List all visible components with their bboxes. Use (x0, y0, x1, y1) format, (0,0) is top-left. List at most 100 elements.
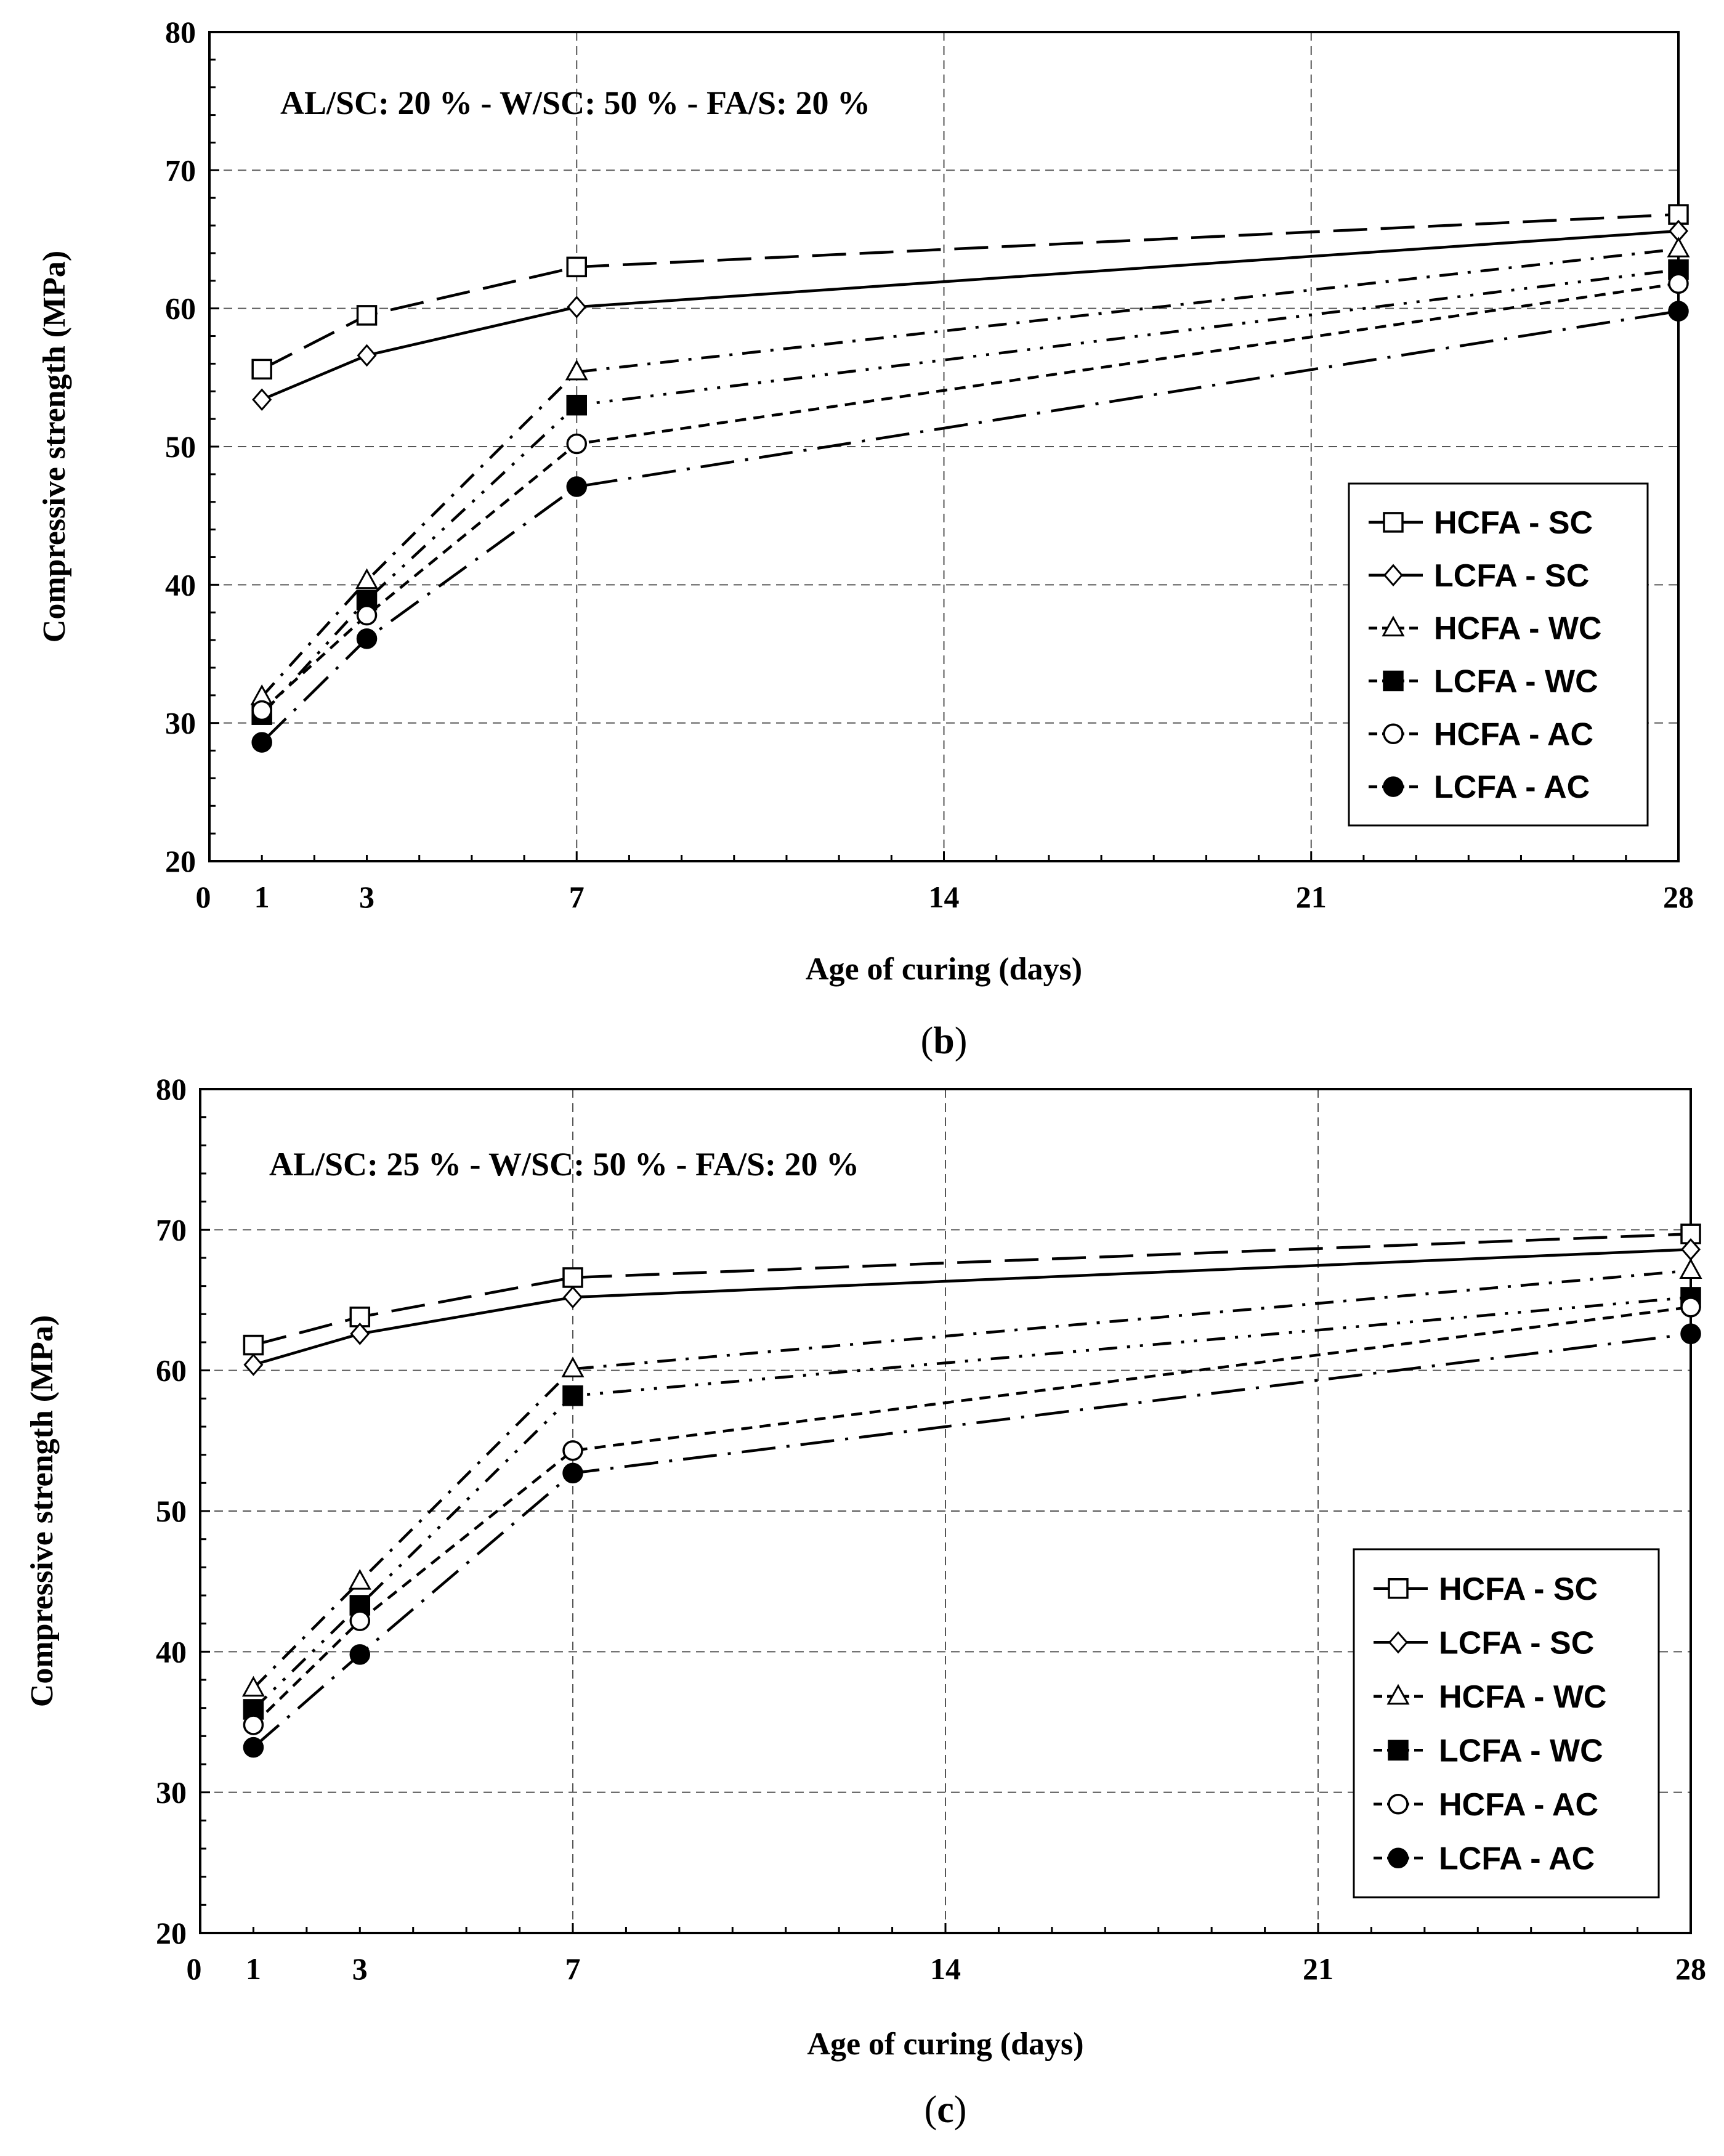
data-point (1668, 273, 1689, 294)
data-point (252, 388, 272, 411)
data-point (562, 1440, 583, 1461)
legend-marker (1383, 723, 1404, 744)
legend-box (1348, 482, 1649, 827)
legend-marker (1383, 670, 1404, 692)
data-point (251, 359, 272, 380)
series-lcfa-ac (251, 301, 1689, 753)
data-point (348, 1569, 371, 1590)
x-tick-label: 0 (187, 1951, 202, 1986)
legend-marker (1383, 776, 1404, 797)
data-point (356, 305, 378, 326)
x-tick-label: 14 (929, 880, 960, 914)
legend-marker (1388, 1794, 1409, 1815)
legend-label: HCFA - WC (1434, 611, 1601, 647)
data-point (356, 628, 378, 649)
legend-marker (1388, 1631, 1408, 1654)
legend-marker (1382, 615, 1405, 637)
x-tick-label: 3 (359, 880, 374, 914)
data-point (1667, 237, 1690, 257)
y-tick-label: 30 (156, 1775, 187, 1810)
series-hcfa-sc (251, 204, 1689, 380)
caption-paren-close: ) (955, 1020, 968, 1062)
y-tick-label: 30 (165, 706, 196, 740)
data-point (357, 344, 377, 367)
x-tick-label: 1 (246, 1951, 261, 1986)
panel-letter: c (937, 2089, 954, 2131)
data-point (243, 1737, 264, 1758)
panel-letter: b (933, 1020, 954, 1062)
panel-caption: (b) (921, 1020, 968, 1062)
series-line (261, 229, 1679, 401)
data-point (562, 1462, 583, 1484)
legend-label: LCFA - WC (1439, 1733, 1603, 1769)
data-point (1679, 1258, 1702, 1279)
data-point (566, 256, 587, 278)
x-tick-label: 3 (352, 1951, 368, 1986)
x-tick-label: 28 (1663, 880, 1694, 914)
data-point (241, 1676, 265, 1697)
legend: HCFA - SC LCFA - SC HCFA - WC LCFA - WC HCFA… (1348, 482, 1649, 827)
legend-marker (1388, 1578, 1409, 1599)
data-point (349, 1644, 371, 1665)
data-point (561, 1356, 585, 1377)
chart-annotation: AL/SC: 25 % - W/SC: 50 % - FA/S: 20 % (269, 1146, 859, 1183)
data-point (1668, 301, 1689, 322)
series-line (253, 1248, 1691, 1366)
series-line (261, 213, 1679, 371)
y-tick-label: 40 (165, 567, 196, 602)
y-tick-label: 20 (165, 844, 196, 878)
legend-label: LCFA - SC (1434, 558, 1589, 594)
legend-marker (1383, 512, 1404, 533)
x-tick-label: 0 (196, 880, 211, 914)
series-line (252, 1305, 1691, 1726)
y-tick-label: 50 (165, 429, 196, 464)
series-hcfa-ac (251, 273, 1689, 721)
y-tick-label: 70 (156, 1212, 187, 1247)
series-lcfa-sc (243, 1238, 1701, 1376)
y-tick-label: 70 (165, 153, 196, 187)
data-point (566, 433, 587, 455)
data-point (251, 732, 272, 753)
x-tick-label: 14 (930, 1951, 961, 1986)
series-hcfa-ac (243, 1297, 1701, 1735)
legend-label: LCFA - SC (1439, 1625, 1594, 1661)
data-point (566, 476, 587, 497)
caption-paren-open: ( (925, 2089, 937, 2131)
series-line (252, 1269, 1691, 1690)
y-tick-label: 60 (165, 291, 196, 326)
data-point (349, 1610, 371, 1631)
chart-panel-b: 20 30 40 50 60 70 80 0 1 3 7 14 21 28 Age of curing (d… (37, 15, 1694, 1062)
caption-paren-close: ) (954, 2089, 967, 2131)
data-point (562, 1385, 583, 1406)
x-tick-label: 28 (1675, 1951, 1706, 1986)
x-tick-label: 21 (1296, 880, 1327, 914)
y-tick-label: 80 (165, 15, 196, 49)
legend-label: LCFA - AC (1434, 769, 1590, 805)
chart-annotation: AL/SC: 20 % - W/SC: 50 % - FA/S: 20 % (280, 84, 870, 121)
x-tick-label: 21 (1303, 1951, 1333, 1986)
x-tick-label: 1 (254, 880, 270, 914)
data-point (355, 568, 379, 590)
series-hcfa-wc (250, 237, 1690, 705)
data-point (1680, 1323, 1701, 1345)
x-axis-title: Age of curing (days) (806, 952, 1082, 987)
x-axis-title: Age of curing (days) (807, 2027, 1083, 2062)
y-axis-title: Compressive strength (MPa) (25, 1315, 60, 1707)
legend-label: HCFA - SC (1434, 505, 1593, 541)
y-tick-label: 50 (156, 1494, 187, 1528)
series-line (253, 1232, 1691, 1347)
y-tick-label: 20 (156, 1916, 187, 1950)
series-lcfa-sc (252, 219, 1688, 411)
series-line (261, 247, 1679, 698)
legend-box (1353, 1548, 1660, 1899)
data-point (251, 700, 272, 721)
legend: HCFA - SC LCFA - SC HCFA - WC LCFA - WC HCFA… (1353, 1548, 1660, 1899)
legend-label: LCFA - WC (1434, 663, 1598, 699)
x-tick-label: 7 (569, 880, 585, 914)
legend-label: HCFA - AC (1439, 1787, 1598, 1823)
data-point (562, 1267, 583, 1288)
data-point (243, 1353, 264, 1376)
y-tick-label: 40 (156, 1634, 187, 1669)
series-line (261, 282, 1679, 712)
